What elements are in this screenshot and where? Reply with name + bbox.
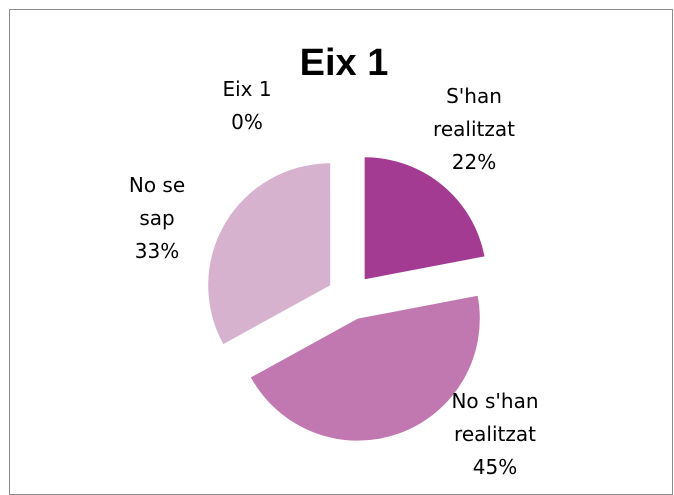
pie-labels: Eix 1 0% S'han realitzat 22% No s'han realitza… [129, 77, 539, 479]
pie-slice-s-han-realitzat [364, 157, 485, 280]
slice-label-percent: 0% [231, 110, 263, 134]
slice-label-s-han-realitzat: S'han realitzat 22% [433, 84, 515, 174]
slice-label-no-se-sap: No se sap 33% [129, 173, 185, 263]
slice-label-name: sap [139, 206, 174, 230]
pie-slice-no-se-sap [208, 163, 331, 345]
slice-label-eix-1: Eix 1 0% [222, 77, 271, 134]
slice-label-name: realitzat [433, 117, 515, 141]
slice-label-name: S'han [446, 84, 502, 108]
slice-label-name: No se [129, 173, 185, 197]
slice-label-no-s-han-realitzat: No s'han realitzat 45% [451, 389, 538, 479]
chart-title: Eix 1 [300, 42, 389, 84]
slice-label-percent: 33% [135, 239, 179, 263]
slice-label-name: No s'han [451, 389, 538, 413]
pie-slices [208, 157, 485, 441]
slice-label-name: realitzat [454, 422, 536, 446]
pie-slice-no-s-han-realitzat [250, 295, 480, 441]
pie-chart: Eix 1 Eix 1 0% S'han realitzat 22% No s'han re… [129, 42, 539, 479]
slice-label-percent: 22% [452, 150, 496, 174]
slice-label-percent: 45% [473, 455, 517, 479]
slice-label-name: Eix 1 [222, 77, 271, 101]
